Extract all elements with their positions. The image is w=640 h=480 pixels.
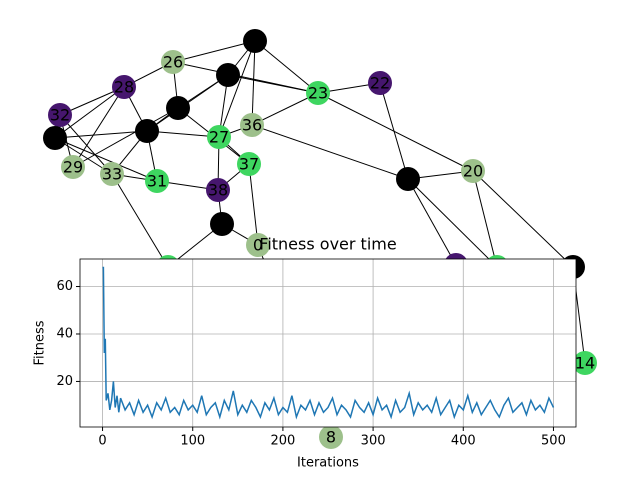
node	[243, 29, 267, 53]
edge	[59, 114, 113, 175]
plot-area	[80, 259, 576, 427]
x-tick-label: 500	[541, 434, 566, 449]
node	[161, 50, 185, 74]
node	[461, 159, 485, 183]
node	[135, 119, 159, 143]
node-label: 32	[50, 106, 70, 125]
node	[112, 75, 136, 99]
node	[246, 233, 270, 257]
node	[61, 155, 85, 179]
node-label: 26	[163, 53, 183, 72]
y-tick-label: 40	[56, 326, 73, 341]
node-label: 37	[239, 155, 259, 174]
y-tick-label: 20	[56, 374, 73, 389]
node	[306, 81, 330, 105]
edge	[146, 130, 220, 138]
edge	[472, 170, 498, 268]
node	[43, 126, 67, 150]
edge	[111, 173, 169, 268]
edge	[251, 92, 319, 126]
x-axis-label: Iterations	[297, 456, 359, 471]
node	[573, 351, 597, 375]
node	[319, 425, 343, 449]
edge	[251, 40, 256, 126]
edge	[218, 40, 256, 138]
node	[48, 103, 72, 127]
node	[210, 212, 234, 236]
node-label: 31	[147, 172, 167, 191]
node	[145, 169, 169, 193]
node	[216, 63, 240, 87]
chart-title: Fitness over time	[259, 235, 396, 254]
edge	[54, 86, 125, 139]
x-tick-label: 200	[270, 434, 295, 449]
edge	[407, 178, 457, 266]
edge	[54, 137, 158, 182]
edge	[172, 40, 256, 63]
node-label: 0	[253, 236, 263, 255]
edge	[407, 178, 498, 268]
edge	[172, 61, 319, 94]
axes-frame	[79, 258, 577, 428]
node-label: 36	[242, 116, 262, 135]
node-label: 20	[463, 162, 483, 181]
node	[368, 71, 392, 95]
node-label: 29	[63, 158, 83, 177]
node	[396, 167, 420, 191]
node	[240, 113, 264, 137]
x-tick-label: 0	[98, 434, 106, 449]
node-label: 28	[114, 78, 134, 97]
edge	[72, 107, 179, 168]
node	[100, 162, 124, 186]
node-label: 14	[575, 354, 595, 373]
node-label: 22	[370, 74, 390, 93]
edge	[251, 124, 409, 180]
y-tick-label: 60	[56, 279, 73, 294]
node	[206, 178, 230, 202]
edge	[254, 40, 319, 94]
edge	[317, 92, 474, 172]
node-label: 38	[208, 181, 228, 200]
node-label: 8	[326, 428, 336, 447]
edge	[72, 86, 125, 168]
node-label: 23	[308, 84, 328, 103]
edge	[54, 130, 148, 139]
edge	[248, 163, 259, 246]
node	[207, 125, 231, 149]
x-tick-label: 100	[180, 434, 205, 449]
node-label: 33	[102, 165, 122, 184]
node	[166, 96, 190, 120]
line	[102, 266, 555, 420]
node	[237, 152, 261, 176]
x-tick-label: 300	[361, 434, 386, 449]
y-axis-label: Fitness	[33, 320, 48, 365]
x-tick-label: 400	[451, 434, 476, 449]
edge	[472, 170, 574, 268]
node-label: 27	[209, 128, 229, 147]
